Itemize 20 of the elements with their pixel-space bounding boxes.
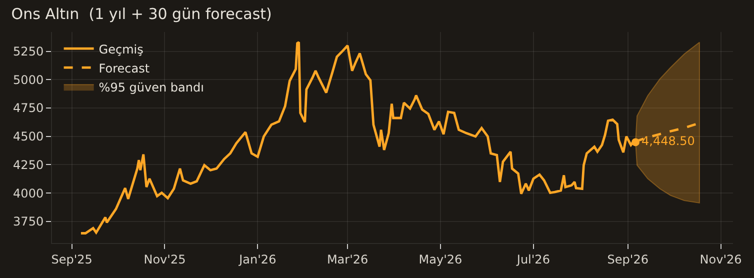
x-tick-label: Sep'25 — [51, 252, 92, 266]
y-tick-label: 4250 — [13, 158, 44, 172]
legend-label: Geçmiş — [98, 42, 144, 56]
y-tick-label: 4000 — [13, 186, 44, 200]
x-tick-label: Jul'26 — [516, 252, 550, 266]
x-tick-label: May'26 — [418, 252, 462, 266]
x-tick-label: Sep'26 — [607, 252, 648, 266]
x-tick-label: Mar'26 — [326, 252, 368, 266]
annotation: %95 güven bandı — [98, 80, 204, 94]
y-tick-label: 3750 — [13, 214, 44, 229]
y-tick-label: 5250 — [13, 44, 44, 58]
chart-title: Ons Altın (1 yıl + 30 gün forecast) — [11, 4, 272, 23]
x-tick-label: Nov'25 — [144, 252, 186, 266]
y-tick-label: 5000 — [13, 72, 44, 87]
annotation: 4,448.50 — [642, 134, 695, 148]
x-tick-label: Jan'26 — [238, 252, 276, 266]
x-tick-label: Nov'26 — [700, 252, 742, 266]
y-tick-label: 4750 — [13, 101, 44, 116]
legend-label: Forecast — [98, 61, 150, 76]
y-tick-label: 4500 — [13, 130, 44, 144]
